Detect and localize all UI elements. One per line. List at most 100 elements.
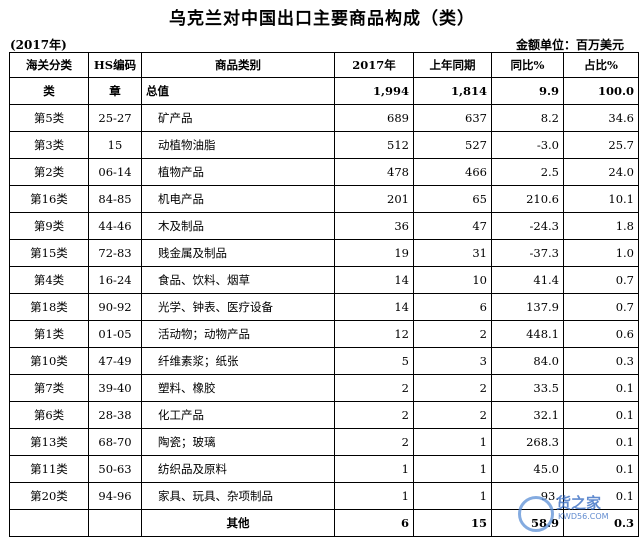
cell-2017: 36 xyxy=(334,212,414,240)
cell-share: 10.1 xyxy=(563,185,639,213)
cell-class: 第20类 xyxy=(9,482,89,510)
export-table: 海关分类 HS编码 商品类别 2017年 上年同期 同比% 占比% 类 章 总值… xyxy=(9,52,639,537)
table-row: 第6类 28-38 化工产品 2 2 32.1 0.1 xyxy=(9,401,639,429)
cell-prev: 527 xyxy=(413,131,492,159)
cell-prev: 466 xyxy=(413,158,492,186)
cell-share: 34.6 xyxy=(563,104,639,132)
cell-yoy: 210.6 xyxy=(491,185,564,213)
cell-2017: 512 xyxy=(334,131,414,159)
watermark-logo: 货之家 KWD56.COM xyxy=(518,492,638,532)
table-row: 第2类 06-14 植物产品 478 466 2.5 24.0 xyxy=(9,158,639,186)
cell-class: 第15类 xyxy=(9,239,89,267)
cell-hs: 15 xyxy=(88,131,142,159)
cell-prev: 6 xyxy=(413,293,492,321)
cell-share: 0.3 xyxy=(563,509,639,537)
cell-prev: 2 xyxy=(413,401,492,429)
header-hs-code: HS编码 xyxy=(88,52,142,78)
cell-2017: 1,994 xyxy=(334,77,414,105)
cell-prev: 10 xyxy=(413,266,492,294)
cell-yoy: -24.3 xyxy=(491,212,564,240)
cell-share: 0.7 xyxy=(563,293,639,321)
cell-category: 纤维素浆；纸张 xyxy=(141,347,335,375)
cell-class: 第9类 xyxy=(9,212,89,240)
header-row: 海关分类 HS编码 商品类别 2017年 上年同期 同比% 占比% xyxy=(9,52,639,78)
cell-hs: 50-63 xyxy=(88,455,142,483)
cell-share: 0.6 xyxy=(563,320,639,348)
cell-yoy: 84.0 xyxy=(491,347,564,375)
cell-yoy: 9.9 xyxy=(491,77,564,105)
table-row: 第9类 44-46 木及制品 36 47 -24.3 1.8 xyxy=(9,212,639,240)
cell-share: 0.7 xyxy=(563,266,639,294)
header-share: 占比% xyxy=(563,52,639,78)
cell-share: 0.3 xyxy=(563,347,639,375)
cell-category: 陶瓷；玻璃 xyxy=(141,428,335,456)
cell-hs: 90-92 xyxy=(88,293,142,321)
cell-yoy: 32.1 xyxy=(491,401,564,429)
cell-hs: 44-46 xyxy=(88,212,142,240)
cell-class: 类 xyxy=(9,77,89,105)
watermark-sub: KWD56.COM xyxy=(558,512,609,521)
cell-share: 100.0 xyxy=(563,77,639,105)
cell-2017: 5 xyxy=(334,347,414,375)
table-row: 第4类 16-24 食品、饮料、烟草 14 10 41.4 0.7 xyxy=(9,266,639,294)
cell-yoy: 41.4 xyxy=(491,266,564,294)
cell-2017: 6 xyxy=(334,509,414,537)
table-row: 第10类 47-49 纤维素浆；纸张 5 3 84.0 0.3 xyxy=(9,347,639,375)
cell-share: 1.0 xyxy=(563,239,639,267)
cell-hs: 84-85 xyxy=(88,185,142,213)
header-2017: 2017年 xyxy=(334,52,414,78)
cell-share: 0.1 xyxy=(563,401,639,429)
cell-prev: 1 xyxy=(413,482,492,510)
year-label: (2017年) xyxy=(10,38,67,52)
cell-yoy: -37.3 xyxy=(491,239,564,267)
cell-class: 第1类 xyxy=(9,320,89,348)
cell-class xyxy=(9,509,89,537)
cell-hs: 72-83 xyxy=(88,239,142,267)
table-row: 第18类 90-92 光学、钟表、医疗设备 14 6 137.9 0.7 xyxy=(9,293,639,321)
cell-share: 0.1 xyxy=(563,455,639,483)
cell-prev: 31 xyxy=(413,239,492,267)
cell-hs: 章 xyxy=(88,77,142,105)
cell-category: 总值 xyxy=(141,77,335,105)
cell-category: 木及制品 xyxy=(141,212,335,240)
cell-category: 光学、钟表、医疗设备 xyxy=(141,293,335,321)
cell-2017: 2 xyxy=(334,374,414,402)
table-row: 第5类 25-27 矿产品 689 637 8.2 34.6 xyxy=(9,104,639,132)
header-category: 商品类别 xyxy=(141,52,335,78)
cell-hs: 68-70 xyxy=(88,428,142,456)
cell-category: 纺织品及原料 xyxy=(141,455,335,483)
table-row: 第13类 68-70 陶瓷；玻璃 2 1 268.3 0.1 xyxy=(9,428,639,456)
table-row: 第7类 39-40 塑料、橡胶 2 2 33.5 0.1 xyxy=(9,374,639,402)
cell-share: 1.8 xyxy=(563,212,639,240)
cell-category: 食品、饮料、烟草 xyxy=(141,266,335,294)
cell-2017: 19 xyxy=(334,239,414,267)
cell-share: 0.1 xyxy=(563,482,639,510)
cell-prev: 47 xyxy=(413,212,492,240)
page-title: 乌克兰对中国出口主要商品构成（类） xyxy=(169,9,475,29)
cell-class: 第11类 xyxy=(9,455,89,483)
cell-share: 0.1 xyxy=(563,374,639,402)
cell-share: 24.0 xyxy=(563,158,639,186)
cell-class: 第10类 xyxy=(9,347,89,375)
cell-2017: 689 xyxy=(334,104,414,132)
cell-category: 植物产品 xyxy=(141,158,335,186)
table-row: 第1类 01-05 活动物；动物产品 12 2 448.1 0.6 xyxy=(9,320,639,348)
cell-yoy: 33.5 xyxy=(491,374,564,402)
cell-share: 25.7 xyxy=(563,131,639,159)
cell-prev: 15 xyxy=(413,509,492,537)
cell-category: 贱金属及制品 xyxy=(141,239,335,267)
cell-yoy: 8.2 xyxy=(491,104,564,132)
cell-yoy: 2.5 xyxy=(491,158,564,186)
cell-category: 家具、玩具、杂项制品 xyxy=(141,482,335,510)
cell-hs: 28-38 xyxy=(88,401,142,429)
header-customs-class: 海关分类 xyxy=(9,52,89,78)
cell-category: 塑料、橡胶 xyxy=(141,374,335,402)
cell-yoy: 448.1 xyxy=(491,320,564,348)
cell-prev: 1,814 xyxy=(413,77,492,105)
cell-class: 第5类 xyxy=(9,104,89,132)
cell-hs: 06-14 xyxy=(88,158,142,186)
cell-category: 化工产品 xyxy=(141,401,335,429)
cell-2017: 2 xyxy=(334,401,414,429)
watermark-text: 货之家 xyxy=(556,494,602,512)
table-row: 第15类 72-83 贱金属及制品 19 31 -37.3 1.0 xyxy=(9,239,639,267)
